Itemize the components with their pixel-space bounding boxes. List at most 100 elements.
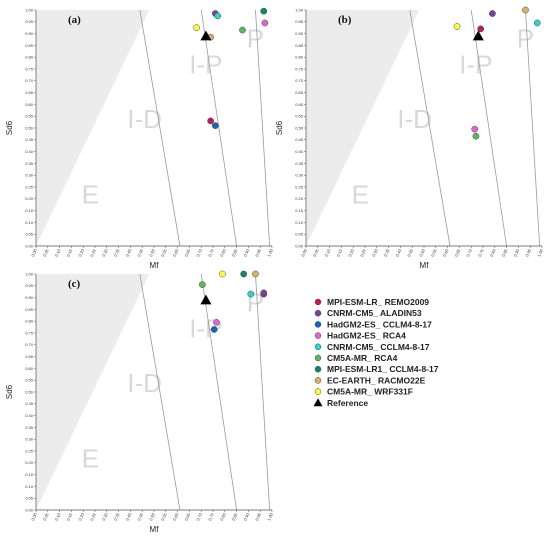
legend-label: CNRM-CM5_ CCLM4-8-17	[327, 342, 430, 352]
x-tick-label: 0.75	[207, 248, 215, 258]
y-tick-label: 0.10	[25, 220, 34, 225]
x-tick-label: 0.35	[113, 248, 121, 258]
y-tick-label: 0.55	[25, 114, 34, 119]
x-tick-label: 0.00	[30, 512, 38, 522]
y-tick-label: 0.85	[25, 43, 34, 48]
y-axis-label: Sd6	[5, 384, 14, 399]
x-tick-label: 0.95	[254, 248, 262, 258]
x-tick-label: 0.20	[77, 512, 85, 522]
y-tick-label: 0.75	[295, 66, 304, 71]
shaded-region	[36, 10, 150, 246]
y-tick-label: 0.65	[25, 90, 34, 95]
y-tick-label: 0.60	[295, 102, 304, 107]
x-tick-label: 0.75	[477, 248, 485, 258]
legend-marker-icon	[313, 398, 323, 407]
point-cm5a-mr-rca4	[199, 281, 206, 288]
x-tick-label: 0.50	[148, 512, 156, 522]
y-tick-label: 0.25	[25, 448, 34, 453]
legend-label: CNRM-CM5_ ALADIN53	[327, 308, 422, 318]
y-tick-label: 1.00	[25, 7, 34, 12]
point-hadgm2-es-rca4	[213, 319, 220, 326]
legend-item-cnrm-cm5-cclm4-8-17: CNRM-CM5_ CCLM4-8-17	[314, 342, 430, 352]
x-tick-label: 0.65	[183, 248, 191, 258]
x-tick-label: 0.05	[42, 512, 50, 522]
y-tick-label: 0.05	[295, 232, 304, 237]
y-tick-label: 0.95	[25, 19, 34, 24]
legend-item-mpi-esm-lr-remo2009: MPI-ESM-LR_ REMO2009	[314, 297, 429, 307]
legend-item-cm5a-mr-wrf331f: CM5A-MR_ WRF331F	[314, 387, 413, 397]
region-label-p: P	[517, 24, 534, 54]
panel-label: (c)	[68, 278, 81, 290]
x-tick-label: 0.00	[300, 248, 308, 258]
y-tick-label: 0.95	[295, 19, 304, 24]
legend-label: HadGM2-ES_ CCLM4-8-17	[327, 319, 432, 329]
x-tick-label: 0.75	[207, 512, 215, 522]
y-tick-label: 0.80	[25, 319, 34, 324]
y-tick-label: 0.30	[295, 173, 304, 178]
x-tick-label: 0.10	[54, 512, 62, 522]
y-tick-label: 0.35	[295, 161, 304, 166]
x-tick-label: 0.15	[65, 512, 73, 522]
y-tick-label: 0.45	[25, 137, 34, 142]
x-tick-label: 0.45	[136, 512, 144, 522]
legend-marker-icon	[314, 365, 322, 373]
y-tick-label: 0.25	[25, 184, 34, 189]
x-tick-label: 0.70	[465, 248, 473, 258]
x-tick-label: 0.80	[219, 248, 227, 258]
y-tick-label: 0.70	[25, 342, 34, 347]
legend-marker-icon	[314, 354, 322, 362]
x-tick-label: 0.60	[172, 248, 180, 258]
x-tick-label: 0.40	[394, 248, 402, 258]
legend-label: Reference	[327, 398, 368, 408]
y-tick-label: 0.30	[25, 173, 34, 178]
y-tick-label: 0.70	[295, 78, 304, 83]
x-tick-label: 0.45	[136, 248, 144, 258]
y-tick-label: 0.85	[295, 43, 304, 48]
y-tick-label: 0.80	[295, 55, 304, 60]
x-tick-label: 0.95	[254, 512, 262, 522]
shaded-region	[306, 10, 420, 246]
region-label-e: E	[82, 179, 99, 209]
point-reference	[200, 294, 212, 305]
zone-boundary-line	[139, 9, 181, 247]
x-tick-label: 1.00	[266, 248, 274, 258]
region-label-i-d: I-D	[127, 104, 162, 134]
point-cm5a-mr-wrf331f	[219, 270, 226, 278]
y-tick-label: 0.55	[25, 378, 34, 383]
y-tick-label: 0.90	[25, 295, 34, 300]
y-tick-label: 0.00	[295, 243, 304, 248]
region-label-e: E	[352, 179, 369, 209]
legend-label: MPI-ESM-LR_ REMO2009	[327, 297, 429, 307]
x-tick-label: 0.30	[101, 248, 109, 258]
point-hadgm2-es-rca4	[261, 19, 269, 27]
legend-item-ec-earth-racmo22e: EC-EARTH_ RACMO22E	[314, 375, 426, 385]
legend-marker-icon	[314, 377, 322, 384]
y-tick-label: 0.55	[295, 114, 304, 119]
x-tick-label: 0.25	[89, 248, 97, 258]
x-tick-label: 0.55	[430, 248, 438, 258]
y-tick-label: 0.65	[295, 90, 304, 95]
y-tick-label: 0.50	[25, 125, 34, 130]
x-tick-label: 0.40	[124, 512, 132, 522]
y-tick-label: 0.70	[25, 78, 34, 83]
legend-label: CM5A-MR_ WRF331F	[327, 387, 413, 397]
y-tick-label: 0.60	[25, 366, 34, 371]
x-tick-label: 0.70	[195, 248, 203, 258]
x-tick-label: 0.65	[453, 248, 461, 258]
x-tick-label: 0.95	[524, 248, 532, 258]
y-tick-label: 1.00	[25, 271, 34, 276]
zone-boundary-line	[200, 273, 237, 511]
y-tick-label: 0.20	[25, 196, 34, 201]
x-tick-label: 0.15	[65, 248, 73, 258]
shaded-region	[36, 274, 150, 510]
panel-label: (a)	[68, 14, 81, 26]
x-tick-label: 0.80	[489, 248, 497, 258]
panel-label: (b)	[338, 14, 352, 26]
zone-boundary-line	[470, 9, 507, 247]
point-reference	[200, 30, 212, 41]
point-cm5a-mr-wrf331f	[193, 24, 200, 32]
legend-label: CM5A-MR_ RCA4	[327, 353, 398, 363]
point-cnrm-cm5-aladin53	[489, 10, 496, 17]
point-cnrm-cm5-cclm4-8-17	[247, 290, 255, 298]
x-tick-label: 0.20	[347, 248, 355, 258]
